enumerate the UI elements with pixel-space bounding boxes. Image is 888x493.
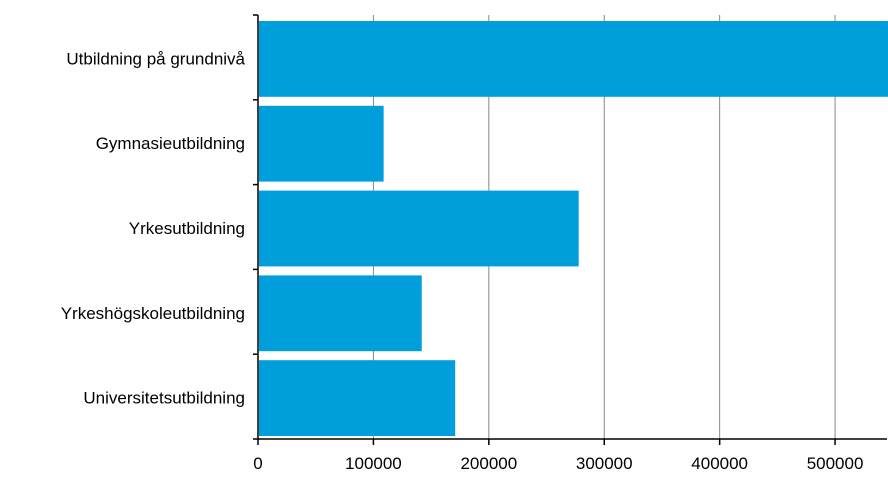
category-labels: Utbildning på grundnivå Gymnasieutbildnin…	[61, 49, 246, 407]
bar-2	[259, 190, 579, 267]
bars	[259, 21, 888, 436]
category-label-1: Gymnasieutbildning	[96, 134, 245, 153]
category-label-0: Utbildning på grundnivå	[66, 49, 245, 68]
x-tick-label-0: 0	[253, 454, 262, 473]
x-tick-label-100000: 100000	[345, 454, 402, 473]
x-tick-label-200000: 200000	[460, 454, 517, 473]
x-tick-label-300000: 300000	[576, 454, 633, 473]
category-label-4: Universitetsutbildning	[83, 389, 245, 408]
x-tick-labels: 0 100000 200000 300000 400000 500000	[253, 454, 863, 473]
x-tick-label-400000: 400000	[691, 454, 748, 473]
bar-3	[259, 275, 422, 352]
bar-1	[259, 105, 384, 182]
category-label-3: Yrkeshögskoleutbildning	[61, 304, 245, 323]
category-label-2: Yrkesutbildning	[129, 219, 245, 238]
axes	[253, 14, 887, 445]
bar-4	[259, 360, 456, 436]
bar-0	[259, 21, 888, 97]
x-tick-label-500000: 500000	[807, 454, 864, 473]
